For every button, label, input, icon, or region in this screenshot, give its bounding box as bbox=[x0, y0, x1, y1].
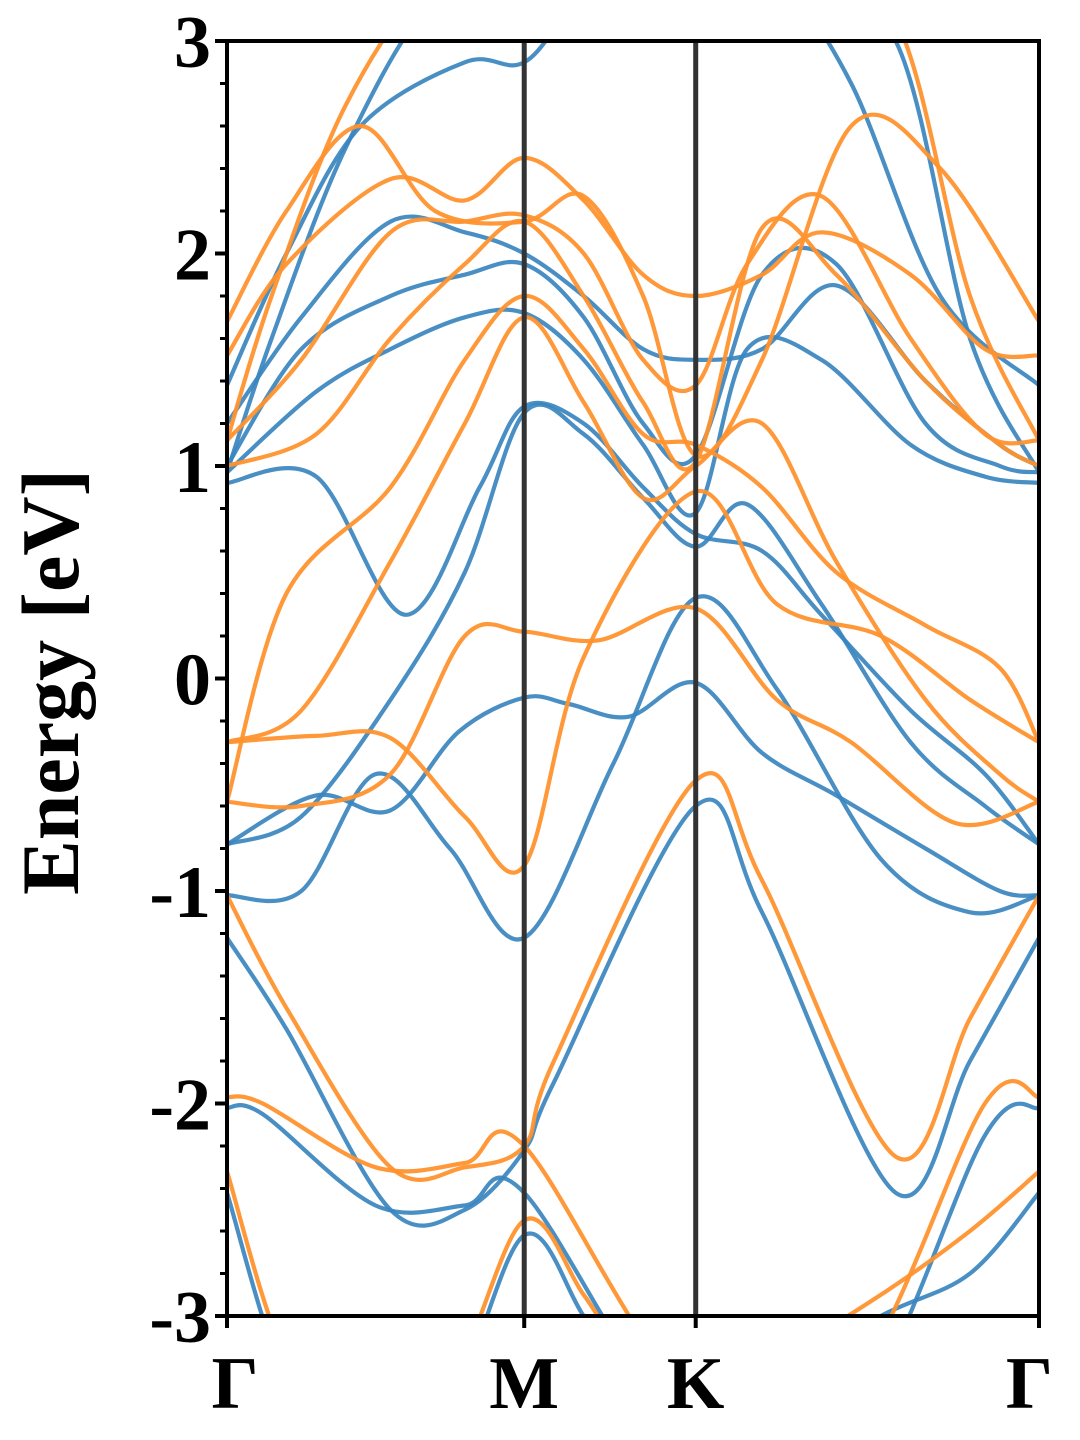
orange-band-23 bbox=[227, 112, 1039, 459]
orange-band-17 bbox=[227, 604, 1039, 828]
orange-band-14 bbox=[227, 1078, 1039, 1316]
y-tick-label: 1 bbox=[174, 427, 211, 509]
orange-band-21 bbox=[227, 192, 1039, 446]
blue-band-5 bbox=[227, 680, 1039, 898]
orange-band-15 bbox=[227, 771, 1039, 1182]
x-tick-label: M bbox=[489, 1343, 559, 1425]
orange-band-19 bbox=[227, 293, 1039, 804]
x-tick-label: K bbox=[667, 1343, 725, 1425]
orange-band-18 bbox=[227, 315, 1039, 804]
orange-band-22 bbox=[227, 155, 1039, 360]
blue-band-7 bbox=[227, 400, 1039, 847]
blue-band-9 bbox=[227, 245, 1039, 475]
blue-band-4 bbox=[227, 594, 1039, 942]
orange-band-16 bbox=[227, 489, 1039, 875]
y-axis-ticks: -3 -2 -1 0 1 2 3 bbox=[149, 2, 227, 1359]
y-tick-label: -2 bbox=[149, 1065, 211, 1147]
y-tick-label: -3 bbox=[149, 1277, 211, 1359]
blue-band-2 bbox=[227, 1101, 1039, 1316]
y-tick-label: 0 bbox=[174, 640, 211, 722]
x-tick-label: Γ bbox=[1006, 1343, 1053, 1425]
orange-band-20 bbox=[227, 216, 1039, 472]
y-tick-label: 2 bbox=[174, 215, 211, 297]
band-lines bbox=[227, 41, 1039, 1316]
blue-band-8 bbox=[227, 307, 1039, 518]
y-tick-label: -1 bbox=[149, 852, 211, 934]
y-axis-label: Energy [eV] bbox=[5, 469, 96, 895]
plot-frame bbox=[225, 39, 1041, 1318]
orange-band-24 bbox=[227, 41, 1039, 443]
x-tick-label: Γ bbox=[211, 1343, 258, 1425]
y-tick-label: 3 bbox=[174, 2, 211, 84]
blue-band-12 bbox=[227, 41, 1039, 475]
blue-band-3 bbox=[227, 797, 1039, 1228]
blue-band-11 bbox=[227, 41, 1039, 388]
high-symmetry-lines bbox=[521, 41, 699, 1316]
orange-band-13 bbox=[227, 1169, 1039, 1316]
